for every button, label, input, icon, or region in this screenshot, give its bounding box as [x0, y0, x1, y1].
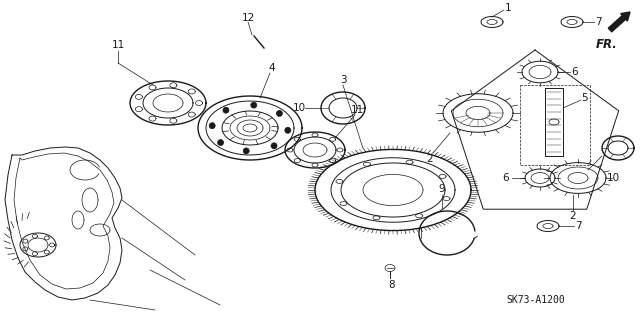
Text: 10: 10	[607, 173, 620, 183]
Circle shape	[285, 127, 291, 133]
Circle shape	[243, 148, 249, 154]
Text: 10: 10	[292, 103, 305, 113]
Text: 8: 8	[388, 280, 396, 290]
Circle shape	[251, 102, 257, 108]
Text: 6: 6	[572, 67, 579, 77]
Circle shape	[223, 107, 229, 113]
Text: 11: 11	[111, 40, 125, 50]
Circle shape	[271, 143, 277, 149]
Text: 4: 4	[269, 63, 275, 73]
Text: 2: 2	[427, 154, 433, 164]
Circle shape	[276, 110, 282, 116]
Text: SK73-A1200: SK73-A1200	[507, 295, 565, 305]
FancyArrow shape	[609, 12, 630, 32]
Circle shape	[209, 123, 215, 129]
Text: 5: 5	[582, 93, 588, 103]
Text: 11: 11	[350, 105, 364, 115]
Text: 1: 1	[505, 3, 511, 13]
Text: 9: 9	[438, 184, 445, 194]
Text: 7: 7	[575, 221, 581, 231]
Text: 6: 6	[502, 173, 509, 183]
Text: 7: 7	[595, 17, 602, 27]
Text: 3: 3	[340, 75, 346, 85]
Circle shape	[218, 139, 223, 145]
Text: 12: 12	[241, 13, 255, 23]
Text: FR.: FR.	[596, 38, 618, 51]
Text: 2: 2	[570, 211, 576, 221]
